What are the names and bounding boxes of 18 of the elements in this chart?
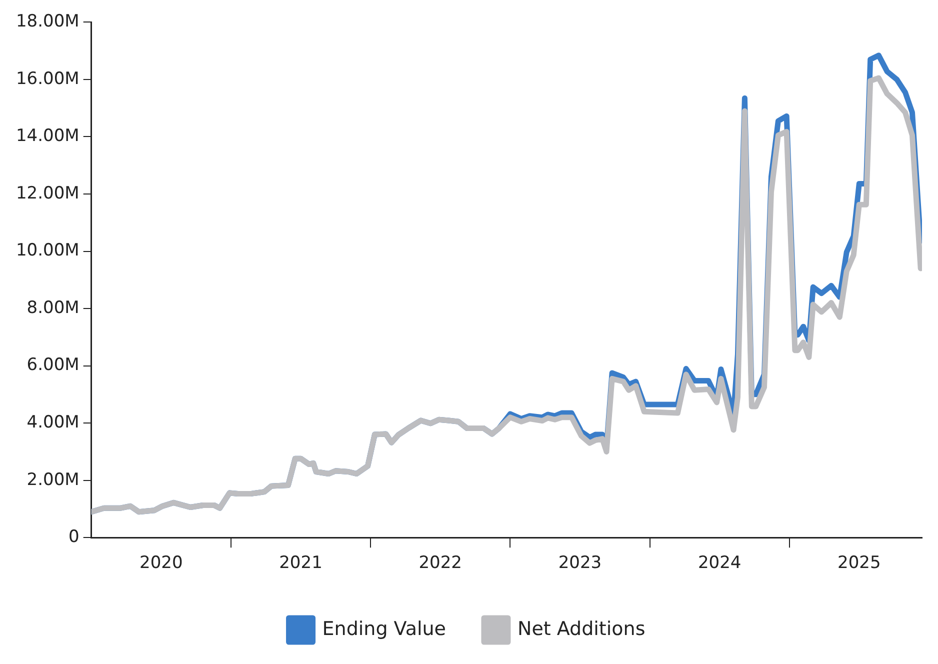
y-tick-label: 18.00M (16, 12, 80, 32)
y-tick-label: 4.00M (26, 412, 80, 432)
y-tick-label: 14.00M (16, 126, 80, 146)
y-tick-label: 10.00M (16, 240, 80, 261)
y-tick-label: 16.00M (16, 68, 80, 89)
x-tick-label: 2020 (140, 553, 183, 574)
y-tick-label: 2.00M (26, 470, 80, 490)
y-tick-label: 8.00M (26, 298, 80, 318)
y-tick-label: 6.00M (26, 355, 80, 376)
x-tick-label: 2022 (418, 553, 462, 574)
x-tick-label: 2021 (279, 553, 322, 574)
x-tick-label: 2025 (838, 553, 881, 574)
x-tick-label: 2023 (558, 553, 602, 574)
legend-label: Net Additions (517, 618, 646, 640)
y-tick-label: 12.00M (16, 183, 80, 204)
legend-label: Ending Value (322, 618, 446, 640)
y-tick-label: 0 (68, 527, 80, 548)
x-tick-label: 2024 (698, 553, 742, 574)
